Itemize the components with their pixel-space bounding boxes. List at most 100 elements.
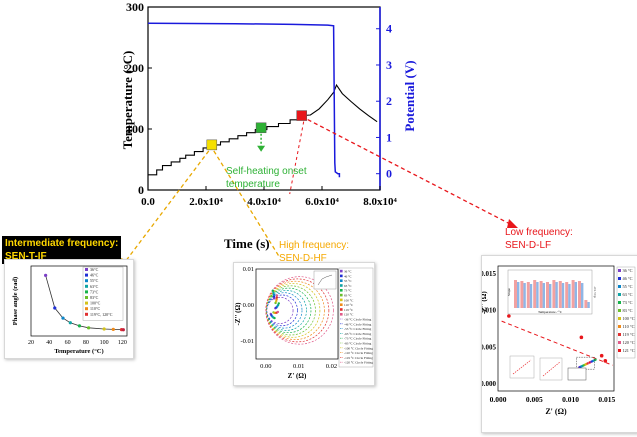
int-legend-label: 36°C [90,267,99,272]
low-legend-label: 63 °C [623,292,633,297]
high-frequency-label: High frequency: SEN-D-HF [279,240,350,264]
low-y-tick-label: 0.015 [482,270,497,278]
x-tick-label: 8.0x10⁴ [363,196,397,208]
low-ylabel: -Z'' (Ω) [482,291,488,315]
low-subinset-bar [520,281,524,308]
int-point [87,326,91,330]
low-legend-swatch [618,341,621,344]
high-legend-box [338,267,374,368]
intermediate-frequency-inset: 20 40 60 80 100 120 Temperature (°C) Phase angl… [4,259,134,359]
low-subinset-bar [552,280,556,308]
high-x-tick-label: 0.00 [260,363,271,370]
low-subinset-bar [561,283,565,308]
red-arrow-low [307,119,515,227]
y-left-tick-label: 200 [126,61,144,75]
high-data-point [275,296,279,299]
high-legend-label: -55 °C Circle Fitting [344,327,372,331]
high-legend-label: -46 °C Circle Fitting [344,322,372,326]
phase-angle-plot: 20 40 60 80 100 120 Temperature (°C) Phase angl… [12,265,128,355]
low-subinset-bar [523,283,526,308]
high-y-tick-label: 0.01 [243,266,254,273]
high-legend-swatch [340,269,343,273]
high-data-point [272,295,276,298]
int-legend-label: 63°C [90,284,99,289]
high-legend-label: -73 °C Circle Fitting [344,337,372,341]
low-legend-label: 83 °C [623,308,633,313]
low-legend-label: 110 °C [623,324,635,329]
low-subinset-bar [549,284,552,308]
low-zoom-a-line [512,359,532,375]
low-subinset-ylabel: Slope [507,288,511,296]
low-legend-swatch [618,325,621,328]
low-legend-swatch [618,277,621,280]
low-x-tick-label: 0.000 [490,395,507,404]
int-legend-swatch [85,279,88,283]
low-subinset-zoom-b [539,357,563,381]
low-subinset-bar [584,300,588,308]
high-x-tick-label: 0.01 [293,363,304,370]
high-legend-label: -63 °C Circle Fitting [344,332,372,336]
int-legend-label: 46°C [90,273,99,278]
yellow-arrow-intermediate [124,150,210,263]
low-zoom-b-line [542,361,561,377]
low-subinset-bar [542,283,545,308]
nyquist-low-plot: 0.000 0.005 0.010 0.015 0.000 0.005 0.010 0.015… [480,265,636,416]
main-xlabel: Time (s) [224,236,270,251]
low-subinset-bar [533,280,537,308]
y-right-tick-label: 2 [386,94,392,108]
red-dash-line [289,121,305,195]
high-frame [255,268,339,360]
high-legend-swatch [340,298,343,302]
x-tick-label: 6.0x10⁴ [305,196,339,208]
low-legend-swatch [618,317,621,320]
low-legend-swatch [618,285,621,288]
yellow-marker [206,139,218,151]
low-legend-label: 120 °C [623,340,635,345]
int-x-tick-label: 60 [65,340,71,346]
y-right-tick-label: 1 [386,130,392,144]
high-legend-swatch [340,308,343,311]
high-data-point [275,294,279,297]
int-point [44,273,48,277]
high-subinset-line [317,274,333,286]
int-ylabel: Phase angle (rad) [12,277,19,325]
low-x-tick-label: 0.010 [562,395,579,404]
int-legend-swatch [85,284,88,288]
low-subinset-bar [568,284,571,308]
high-legend-label: -110 °C Circle Fitting [344,351,373,355]
low-outlier-point [507,314,511,318]
high-legend-label: 110 °C [344,303,354,307]
high-legend-swatch [340,279,343,282]
int-legend-label: 100°C [90,301,101,306]
low-subinset-bar [555,282,558,308]
high-data-point [275,298,278,301]
int-legend-swatch [85,312,88,316]
y-right-tick-label: 3 [386,58,392,72]
int-x-tick-label: 100 [100,340,109,346]
low-frequency-label: Low frequency: SEN-D-LF [505,227,573,251]
low-subinset-zoom-c [567,367,587,381]
low-legend-label: 121 °C [623,348,635,353]
high-legend-swatch [340,293,343,297]
high-legend-label: -120 °C Circle Fitting [344,361,373,365]
low-subinset-y2label: -Ct / Cp [593,286,597,298]
int-point [121,328,125,332]
high-data-point [272,297,276,300]
y-left-tick-label: 300 [126,0,144,14]
high-y-tick-label: 0.00 [243,302,254,309]
y-right-tick-label: 0 [386,167,392,181]
low-subinset-bar [565,282,569,308]
low-subinset-bar [526,282,530,308]
high-circle-fit [265,276,334,345]
low-x-tick-label: 0.015 [598,395,615,404]
int-legend-label: 83°C [90,295,99,300]
low-cluster-point [594,358,597,361]
int-legend-swatch [85,307,88,311]
int-legend-swatch [85,296,88,299]
high-legend-label: 55 °C [344,279,352,283]
low-legend-swatch [618,293,621,296]
main-ylabel-right: Potential (V) [402,60,417,132]
high-data-point [276,310,280,314]
int-legend-box [82,266,124,321]
